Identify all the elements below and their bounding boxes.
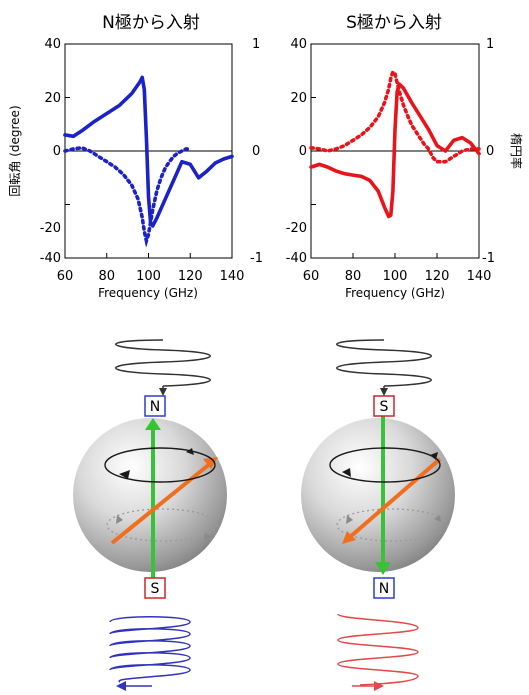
y-tick-label: 0 [299,144,307,159]
orbit-arrowhead [342,468,351,477]
orbit-arrowhead [430,452,438,460]
sphere [301,418,455,572]
equator-orbit [106,508,218,542]
y2-axis-label: 楕円率 [509,133,524,169]
y2-tick-label: 0 [252,144,260,159]
y-tick-label: 0 [53,144,61,159]
x-axis-label: Frequency (GHz) [345,286,445,300]
x-tick-label: 80 [98,269,115,284]
magnetic-axis-arrowhead [145,418,161,430]
spin-arrowhead [203,457,218,469]
ticks [65,43,232,259]
diagram-left: N S [73,339,227,691]
x-axis-label: Frequency (GHz) [98,286,198,300]
magnetic-axis-arrowhead [375,562,391,575]
sphere [73,418,227,572]
orbit-arrowhead [186,448,194,455]
y-tick-label: 20 [44,91,61,106]
y2-tick-label: -1 [482,251,495,266]
x-tick-label: 80 [345,269,362,284]
x-tick-label: 140 [467,269,492,284]
y-tick-label: -40 [286,251,307,266]
pole-badge-bottom [144,577,166,599]
x-tick-label: 60 [303,269,320,284]
x-tick-label: 140 [220,269,245,284]
orbit-arrowhead [434,515,441,522]
incident-arrowhead [380,388,388,396]
ellipticity-line [309,68,481,164]
pole-label-top: S [380,399,389,415]
y-tick-label: 40 [44,37,61,52]
y2-tick-label: 0 [486,144,494,159]
orbit-arrowhead [116,515,123,524]
y-tick-label: 40 [290,37,307,52]
pole-badge-top [144,395,166,417]
chart-title: N極から入射 [102,13,200,33]
chart-title: S極から入射 [346,13,442,33]
outgoing-arrowhead [374,681,384,691]
rotation-angle-line [63,75,234,228]
orbit-arrowhead [204,533,212,540]
y-tick-label: 20 [290,91,307,106]
spin-arrow [348,457,442,539]
diagram-right: S N [301,339,455,691]
pole-label-bottom: N [379,581,389,597]
y-tick-label: -20 [286,221,307,236]
spin-arrowhead [342,531,356,544]
x-tick-label: 60 [57,269,74,284]
y2-tick-label: -1 [250,251,263,266]
incident-wave [115,339,211,387]
y2-tick-label: 1 [252,37,260,52]
y-axis-label: 回転角 (degree) [8,105,22,196]
ellipticity-line [63,145,193,248]
incident-arrowhead [159,388,167,396]
outgoing-wave [109,616,191,683]
pole-label-bottom: S [151,581,160,597]
y-tick-label: -20 [40,221,61,236]
x-tick-label: 100 [136,269,161,284]
orbit-arrowhead [346,515,353,524]
orbit-arrowhead [119,470,130,479]
chart-s-incident: S極から入射 40 20 0 -20 -40 1 0 -1 60 80 100 … [286,13,524,300]
outgoing-arrowhead [116,681,126,691]
outgoing-wave [337,613,419,686]
x-tick-label: 120 [178,269,203,284]
x-tick-label: 120 [425,269,450,284]
x-tick-label: 100 [383,269,408,284]
pole-label-top: N [150,399,160,415]
rotation-angle-line [309,82,481,219]
precession-orbit [329,447,441,483]
ticks [311,43,479,259]
pole-badge-top [373,395,395,417]
y-tick-label: -40 [40,251,61,266]
pole-badge-bottom [373,577,395,599]
incident-wave [336,339,432,387]
y2-tick-label: 1 [486,37,494,52]
spin-arrow [110,461,213,545]
precession-orbit [104,447,216,483]
equator-orbit [336,508,448,542]
chart-n-incident: N極から入射 40 20 0 -20 -40 1 0 -1 60 80 100 … [8,13,263,300]
